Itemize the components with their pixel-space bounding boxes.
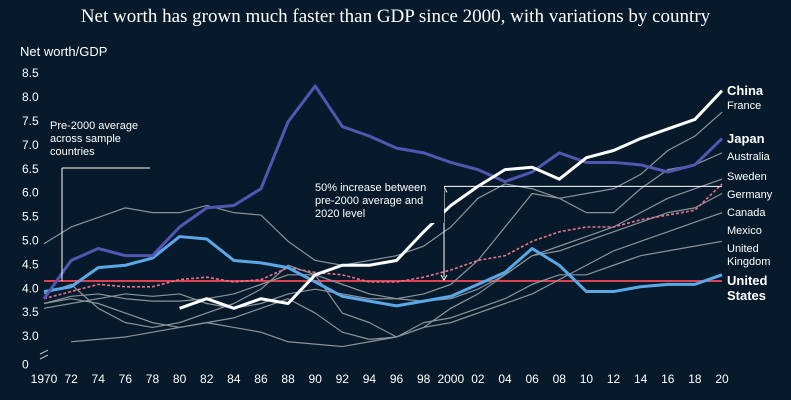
x-tick-label: 98 bbox=[417, 372, 431, 386]
x-tick-label: 2000 bbox=[437, 372, 464, 386]
x-tick-label: 80 bbox=[173, 372, 187, 386]
x-tick-label: 96 bbox=[390, 372, 404, 386]
x-tick-label: 20 bbox=[715, 372, 729, 386]
series-line bbox=[42, 84, 724, 300]
x-tick-label: 82 bbox=[200, 372, 214, 386]
x-tick-label: 78 bbox=[146, 372, 160, 386]
x-tick-label: 84 bbox=[227, 372, 241, 386]
series-line bbox=[43, 178, 723, 340]
x-tick-label: 92 bbox=[336, 372, 350, 386]
series-line bbox=[43, 240, 723, 338]
y-tick-label: 7.0 bbox=[22, 138, 39, 152]
series-line bbox=[43, 192, 723, 305]
y-tick-label: 3.5 bbox=[22, 305, 39, 319]
x-tick-label: 06 bbox=[525, 372, 539, 386]
x-tick-label: 76 bbox=[119, 372, 133, 386]
x-tick-label: 04 bbox=[498, 372, 512, 386]
x-tick-label: 86 bbox=[254, 372, 268, 386]
x-tick-label: 74 bbox=[92, 372, 106, 386]
series-line bbox=[43, 235, 723, 308]
x-tick-label: 88 bbox=[281, 372, 295, 386]
x-tick-label: 94 bbox=[363, 372, 377, 386]
y-tick-label: 8.5 bbox=[22, 66, 39, 80]
y-tick-label: 6.0 bbox=[22, 186, 39, 200]
series-label: France bbox=[727, 100, 762, 113]
y-tick-label: 7.5 bbox=[22, 114, 39, 128]
y-tick-label: 4.0 bbox=[22, 281, 39, 295]
x-tick-label: 16 bbox=[661, 372, 675, 386]
x-tick-label: 02 bbox=[471, 372, 485, 386]
series-line bbox=[71, 212, 723, 348]
chart-title: Net worth has grown much faster than GDP… bbox=[80, 6, 711, 27]
y-tick-label: 5.0 bbox=[22, 234, 39, 248]
series-label: Germany bbox=[727, 189, 773, 202]
series-line bbox=[43, 111, 723, 309]
series-label: Sweden bbox=[727, 171, 767, 184]
y-tick-label: 3.0 bbox=[22, 329, 39, 343]
x-tick-label: 10 bbox=[580, 372, 594, 386]
arrow-head bbox=[440, 274, 448, 281]
series-label: Australia bbox=[727, 150, 770, 163]
y-tick-label: 8.0 bbox=[22, 90, 39, 104]
annotation: Pre-2000 average across sample countries bbox=[50, 120, 139, 158]
x-tick-label: 1970 bbox=[31, 372, 58, 386]
x-tick-label: 08 bbox=[553, 372, 567, 386]
annotation: 50% increase between pre-2000 average an… bbox=[312, 180, 444, 223]
series-label: Canada bbox=[727, 207, 766, 220]
x-tick-label: 90 bbox=[309, 372, 323, 386]
y-tick-label: 4.5 bbox=[22, 257, 39, 271]
series-label: United Kingdom bbox=[727, 243, 771, 269]
series-line bbox=[43, 183, 723, 300]
y-tick-label: 0 bbox=[22, 357, 29, 371]
x-tick-label: 72 bbox=[64, 372, 78, 386]
series-label: Mexico bbox=[727, 225, 762, 238]
x-tick-label: 18 bbox=[688, 372, 702, 386]
y-axis-label: Net worth/GDP bbox=[20, 44, 108, 59]
series-label: Japan bbox=[727, 130, 765, 146]
axis-break bbox=[39, 349, 49, 360]
y-tick-label: 5.5 bbox=[22, 210, 39, 224]
x-tick-label: 14 bbox=[634, 372, 648, 386]
series-line bbox=[179, 89, 724, 310]
series-line bbox=[43, 152, 723, 266]
y-tick-label: 6.5 bbox=[22, 162, 39, 176]
series-label: China bbox=[727, 82, 764, 98]
series-label: United States bbox=[727, 273, 768, 304]
x-tick-label: 12 bbox=[607, 372, 621, 386]
